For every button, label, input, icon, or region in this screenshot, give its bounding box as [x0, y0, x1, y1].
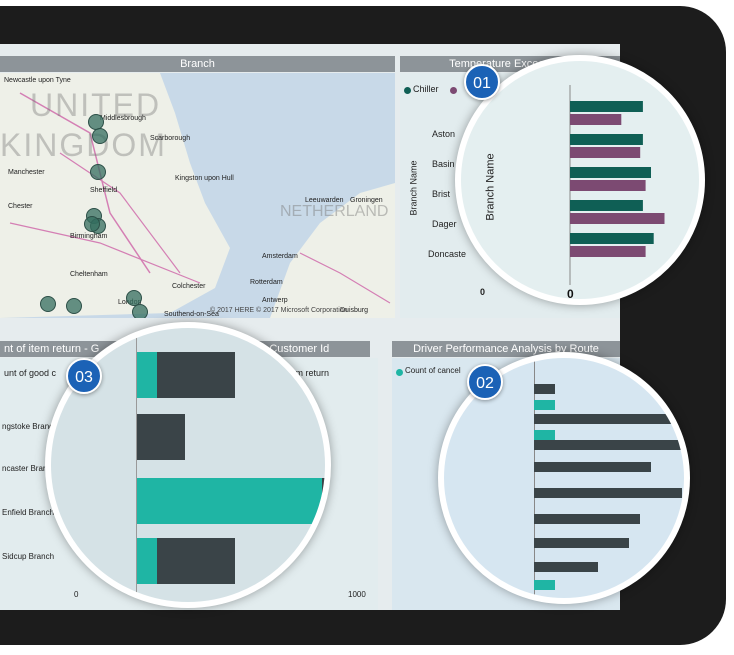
- returns-bg-cat-3: Enfield Branch: [2, 508, 55, 517]
- returns-bar-teal: [137, 478, 322, 524]
- returns-bg-cat-1: ngstoke Branch: [2, 422, 58, 431]
- temp-bar-freezer: [570, 180, 646, 191]
- temp-zoom-chart: [569, 85, 665, 285]
- temp-bar-chiller: [570, 200, 643, 211]
- map-credits: © 2017 HERE © 2017 Microsoft Corporation: [210, 307, 348, 314]
- badge-01[interactable]: 01: [464, 64, 500, 100]
- map-title: Branch: [0, 56, 395, 72]
- temp-bar-chiller: [570, 167, 651, 178]
- map-marker: [66, 298, 82, 314]
- map-marker: [90, 164, 106, 180]
- place-rotterdam: Rotterdam: [250, 279, 283, 286]
- badge-03[interactable]: 03: [66, 358, 102, 394]
- map-marker: [132, 304, 148, 318]
- map-marker: [84, 216, 100, 232]
- returns-bar-dark: [322, 478, 325, 524]
- temp-bar-freezer: [570, 246, 646, 257]
- place-amsterdam: Amsterdam: [262, 253, 298, 260]
- place-scarborough: Scarborough: [150, 135, 191, 142]
- temp-bar-freezer: [570, 114, 622, 125]
- driver-bar: [534, 562, 598, 572]
- returns-bg-cat-2: ncaster Branch: [2, 464, 56, 473]
- legend-chiller-swatch: [404, 87, 411, 94]
- place-duisburg: Duisburg: [340, 307, 369, 314]
- returns-axis-0: 0: [74, 590, 79, 599]
- legend-freezer-swatch: [450, 87, 457, 94]
- driver-legend-label: Count of cancel: [405, 366, 461, 375]
- temp-bg-cat-5: Doncaste: [428, 249, 467, 259]
- place-hull: Kingston upon Hull: [175, 175, 234, 182]
- place-manchester: Manchester: [8, 169, 45, 176]
- badge-02[interactable]: 02: [467, 364, 503, 400]
- driver-bar: [534, 384, 556, 394]
- temp-bg-zero: 0: [480, 287, 486, 297]
- temp-axis-title: Branch Name: [484, 153, 497, 221]
- returns-bar-teal: [137, 352, 157, 398]
- returns-bar-dark: [157, 352, 235, 398]
- returns-legend: unt of good c: [4, 368, 57, 378]
- watermark-kingdom: KINGDOM: [0, 127, 167, 163]
- driver-legend-swatch: [396, 369, 403, 376]
- driver-bar: [534, 400, 556, 410]
- returns-legend-2: item return: [286, 368, 330, 378]
- driver-bar: [534, 580, 556, 590]
- temp-bg-axis-title: Branch Name: [408, 160, 419, 216]
- temp-bar-chiller: [570, 233, 654, 244]
- temp-bar-chiller: [570, 134, 643, 145]
- temp-bg-cat-2: Basin: [432, 159, 455, 169]
- place-antwerp: Antwerp: [262, 297, 288, 304]
- place-colchester: Colchester: [172, 283, 206, 290]
- temp-bg-cat-1: Aston: [432, 129, 456, 139]
- place-newcastle: Newcastle upon Tyne: [4, 77, 71, 84]
- temp-bg-cat-4: Dager: [432, 219, 457, 229]
- temp-bar-chiller: [570, 101, 643, 112]
- returns-bar-teal: [137, 538, 157, 584]
- zoom-temperature: Branch Name 0: [455, 55, 705, 305]
- returns-axis-1000: 1000: [348, 590, 366, 599]
- watermark-netherlands: NETHERLAND: [280, 203, 389, 220]
- temp-bar-freezer: [570, 147, 641, 158]
- returns-bar-dark: [137, 414, 185, 460]
- driver-axis-line: [534, 358, 535, 598]
- temp-zero-label: 0: [567, 287, 574, 301]
- returns-bg-cat-4: Sidcup Branch: [2, 552, 55, 561]
- place-sheffield: Sheffield: [90, 187, 118, 194]
- driver-bar: [534, 538, 630, 548]
- branch-map[interactable]: UNITED KINGDOM NETHERLAND Newcastle upon…: [0, 73, 395, 318]
- map-marker: [40, 296, 56, 312]
- place-middlesbrough: Middlesbrough: [100, 115, 146, 122]
- temp-bar-freezer: [570, 213, 665, 224]
- legend-chiller-label: Chiller: [413, 84, 439, 94]
- map-marker: [92, 128, 108, 144]
- temp-bg-cat-3: Brist: [432, 189, 450, 199]
- place-birmingham: Birmingham: [70, 233, 108, 240]
- driver-bar: [534, 462, 651, 472]
- place-leeuwarden: Leeuwarden: [305, 197, 344, 204]
- driver-bar: [534, 440, 684, 450]
- place-cheltenham: Cheltenham: [70, 271, 108, 278]
- returns-axis-line: [136, 328, 137, 602]
- driver-bar: [534, 430, 556, 440]
- driver-bar: [534, 488, 683, 498]
- driver-bar: [534, 414, 684, 424]
- place-southend: Southend-on-Sea: [164, 311, 219, 318]
- returns-bar-dark: [157, 538, 235, 584]
- driver-bar: [534, 514, 640, 524]
- place-groningen: Groningen: [350, 197, 383, 204]
- place-chester: Chester: [8, 203, 33, 210]
- zoom-driver: [438, 352, 690, 604]
